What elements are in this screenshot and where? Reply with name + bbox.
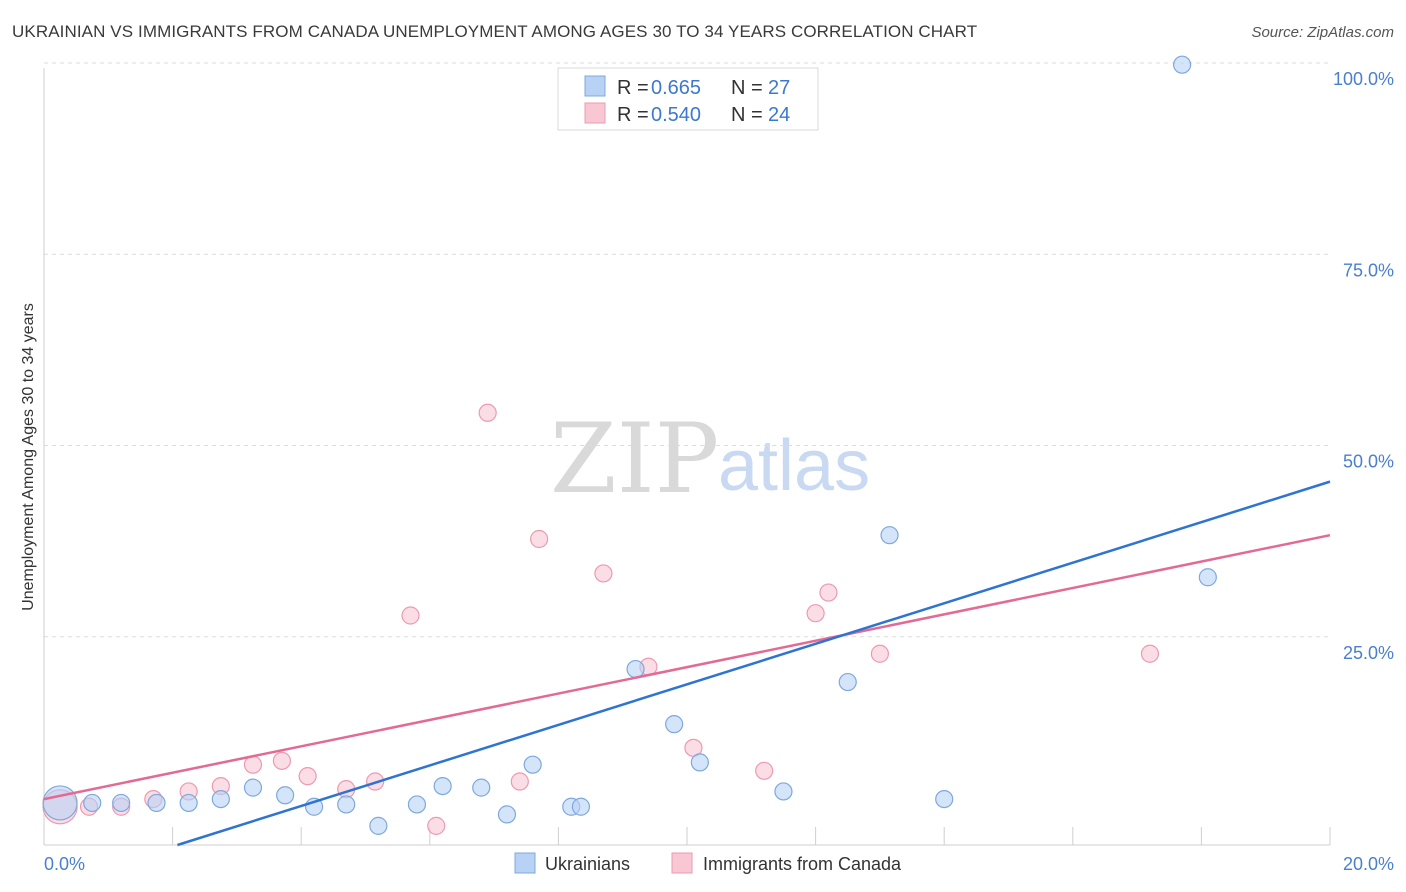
point-ukrainians-3 (147, 793, 166, 813)
legend-n-label-immigrants-from-canada: N = (731, 104, 763, 126)
legend-bottom-swatch-ukrainians (514, 852, 536, 874)
y-tick-labels: 25.0% 50.0% 75.0% 100.0% (1333, 69, 1394, 663)
legend-swatch-ukrainians (584, 75, 606, 97)
point-immigrants-from-canada-7 (272, 751, 292, 770)
chart-title: UKRAINIAN VS IMMIGRANTS FROM CANADA UNEM… (12, 22, 978, 41)
legend-bottom-label-immigrants-from-canada: Immigrants from Canada (703, 854, 902, 874)
point-ukrainians-5 (211, 789, 230, 809)
x-tick-labels: 0.0% 20.0% (44, 854, 1394, 874)
legend-bottom-swatch-immigrants-from-canada (671, 852, 693, 874)
legend-r-label-immigrants-from-canada: R = (617, 104, 649, 126)
point-immigrants-from-canada-16 (594, 564, 613, 583)
legend-stats: R = 0.665 N = 27 R = 0.540 N = 24 (557, 67, 819, 131)
legend-r-label-ukrainians: R = (617, 77, 649, 99)
legend-r-value-immigrants-from-canada: 0.540 (651, 104, 701, 126)
legend-series: Ukrainians Immigrants from Canada (514, 852, 902, 874)
y-axis-title: Unemployment Among Ages 30 to 34 years (20, 303, 37, 611)
point-immigrants-from-canada-8 (298, 767, 317, 786)
point-ukrainians-1 (83, 793, 102, 813)
y-tick-label-3: 100.0% (1333, 69, 1394, 89)
trend-line-ukrainians (177, 480, 1331, 847)
point-ukrainians-4 (179, 793, 198, 813)
x-tick-label-1: 20.0% (1343, 854, 1394, 874)
point-ukrainians-24 (935, 789, 954, 809)
legend-n-value-immigrants-from-canada: 24 (768, 104, 790, 126)
legend-r-value-ukrainians: 0.665 (651, 77, 701, 99)
point-ukrainians-15 (523, 755, 542, 774)
point-immigrants-from-canada-12 (427, 816, 446, 835)
y-tick-label-1: 50.0% (1343, 452, 1394, 472)
point-ukrainians-20 (690, 753, 709, 772)
point-ukrainians-9 (337, 795, 356, 814)
point-ukrainians-7 (276, 786, 295, 805)
source-credit: Source: ZipAtlas.com (1251, 24, 1394, 41)
point-ukrainians-0 (42, 785, 78, 821)
point-ukrainians-22 (838, 672, 857, 692)
point-ukrainians-12 (433, 776, 452, 796)
legend-n-label-ukrainians: N = (731, 77, 763, 99)
point-immigrants-from-canada-22 (870, 644, 890, 663)
legend-swatch-immigrants-from-canada (584, 102, 606, 124)
point-ukrainians-23 (880, 526, 899, 545)
watermark-atlas: atlas (718, 426, 870, 506)
point-immigrants-from-canada-15 (530, 529, 549, 549)
point-immigrants-from-canada-20 (806, 604, 825, 623)
point-ukrainians-2 (112, 793, 131, 813)
point-immigrants-from-canada-19 (755, 761, 774, 780)
point-immigrants-from-canada-23 (1140, 644, 1160, 663)
point-ukrainians-17 (571, 797, 591, 816)
y-tick-label-0: 25.0% (1343, 643, 1394, 663)
point-ukrainians-18 (626, 659, 645, 679)
point-ukrainians-11 (407, 795, 427, 814)
x-axis-ticks (172, 827, 1331, 845)
x-tick-label-0: 0.0% (44, 854, 85, 874)
point-ukrainians-6 (243, 778, 263, 797)
gridlines (44, 62, 1330, 638)
point-immigrants-from-canada-21 (819, 583, 838, 602)
legend-bottom-label-ukrainians: Ukrainians (545, 854, 630, 874)
point-immigrants-from-canada-11 (401, 606, 420, 625)
y-tick-label-2: 75.0% (1343, 260, 1394, 280)
point-ukrainians-14 (497, 805, 517, 824)
point-ukrainians-21 (774, 782, 793, 801)
watermark: ZIP atlas (550, 403, 870, 515)
point-ukrainians-10 (369, 816, 388, 835)
point-ukrainians-25 (1173, 55, 1192, 74)
point-immigrants-from-canada-13 (478, 403, 497, 422)
series-ukrainians-points (42, 55, 1217, 835)
point-immigrants-from-canada-14 (510, 772, 529, 791)
point-ukrainians-13 (472, 778, 491, 797)
point-ukrainians-19 (665, 715, 684, 734)
trend-line-immigrants-from-canada (43, 533, 1331, 801)
point-ukrainians-26 (1198, 568, 1217, 587)
legend-n-value-ukrainians: 27 (768, 77, 790, 99)
point-immigrants-from-canada-6 (243, 755, 263, 774)
watermark-zip: ZIP (550, 403, 719, 515)
